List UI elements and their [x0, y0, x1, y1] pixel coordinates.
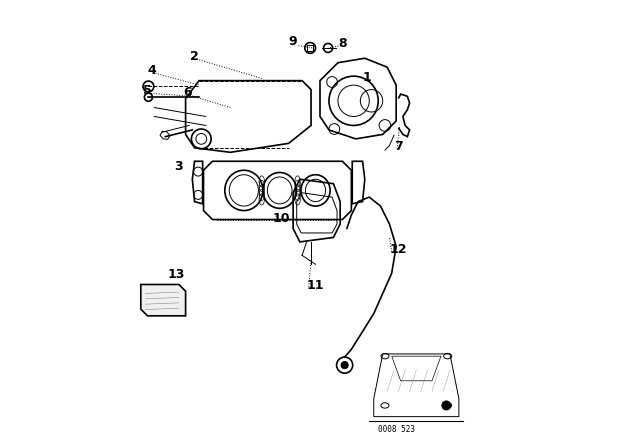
Circle shape — [442, 401, 451, 410]
Text: 8: 8 — [338, 37, 346, 50]
Text: 11: 11 — [307, 279, 324, 292]
Polygon shape — [141, 284, 186, 316]
Circle shape — [341, 362, 348, 369]
Text: 12: 12 — [389, 243, 407, 256]
Text: 0008 523: 0008 523 — [378, 425, 415, 434]
Polygon shape — [160, 131, 170, 139]
Text: 4: 4 — [148, 64, 156, 77]
Text: 10: 10 — [273, 212, 291, 225]
Text: 13: 13 — [168, 268, 185, 281]
Text: 5: 5 — [143, 84, 152, 97]
Text: 3: 3 — [174, 160, 183, 173]
Text: 1: 1 — [362, 71, 371, 84]
Text: 9: 9 — [289, 35, 297, 48]
Text: 2: 2 — [190, 51, 199, 64]
Text: 7: 7 — [394, 140, 403, 153]
Text: 6: 6 — [184, 86, 192, 99]
